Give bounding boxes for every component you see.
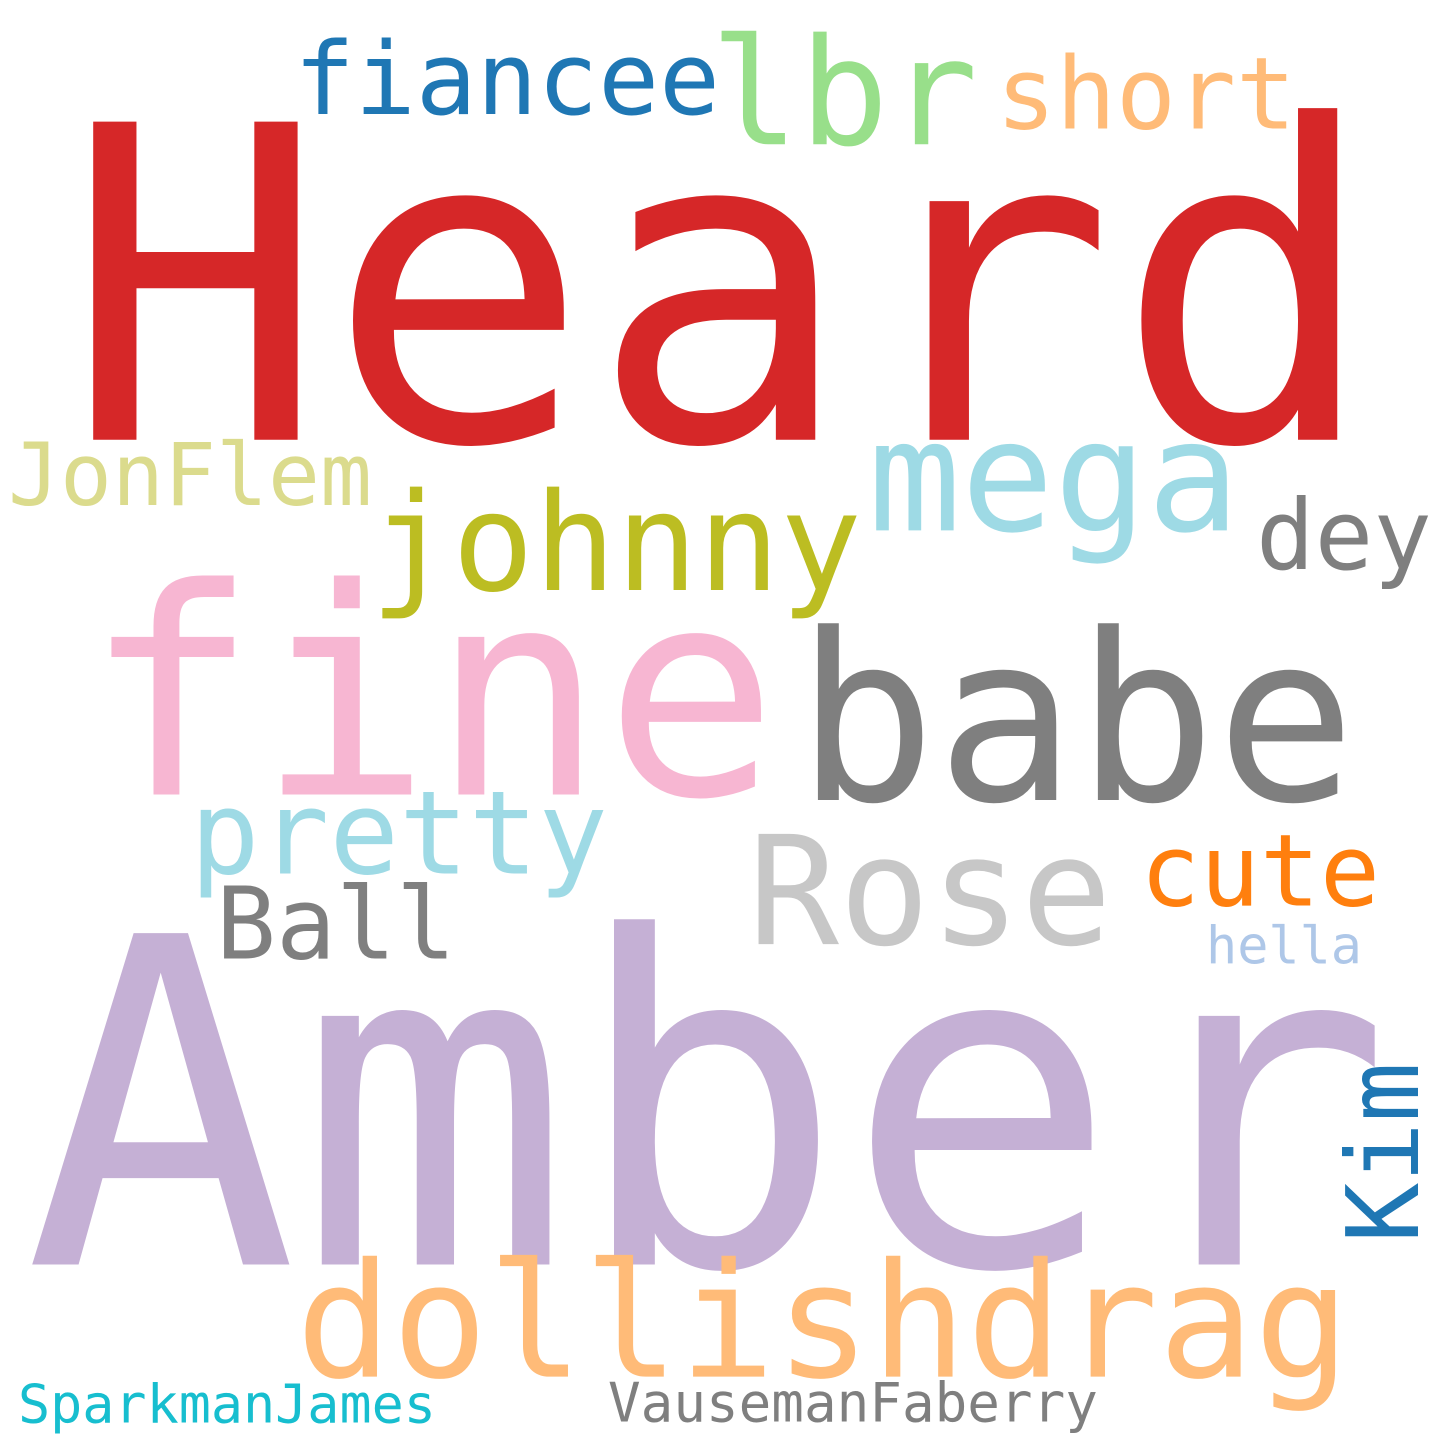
word-mega: mega [868,388,1240,568]
word-johnny: johnny [370,465,862,624]
word-short: short [996,36,1296,153]
word-sparkmanjames: SparkmanJames [18,1372,436,1436]
word-pretty: pretty [190,767,608,902]
word-fiancee: fiancee [294,20,720,139]
word-jonflem: JonFlem [8,425,372,526]
word-dey: dey [1256,479,1432,593]
word-babe: babe [796,583,1356,855]
word-vausemanfaberry: VausemanFaberry [608,1371,1098,1435]
word-heard: Heard [64,34,1378,543]
word-fine: fine [84,527,778,863]
word-cute: cute [1140,813,1380,930]
word-hella: hella [1206,916,1362,977]
word-ball: Ball [216,866,456,983]
word-lbr: lbr [710,6,978,180]
word-rose: Rose [748,804,1112,981]
word-dollishdrag: dollishdrag [296,1228,1350,1415]
word-kim: Kim [1324,1062,1440,1243]
word-amber: Amber [24,843,1392,1373]
